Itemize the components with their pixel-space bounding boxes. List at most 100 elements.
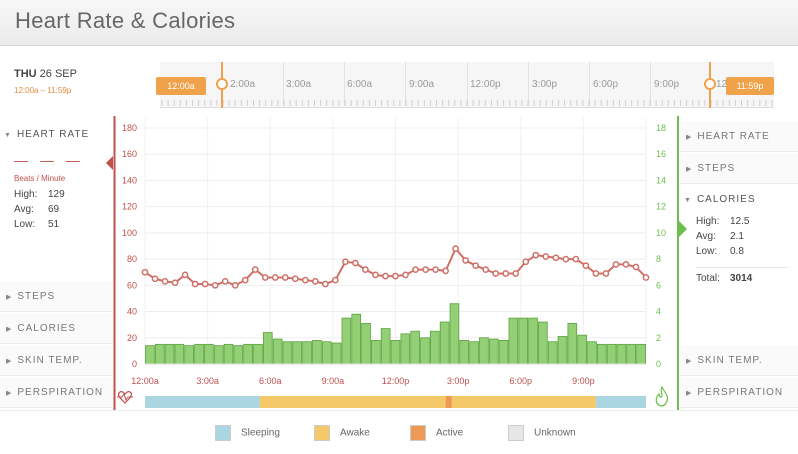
x-tick-label: 3:00p xyxy=(447,376,470,386)
calorie-bar xyxy=(312,339,322,365)
calorie-bar xyxy=(302,341,312,365)
heart-rate-point xyxy=(181,271,189,279)
activity-segment xyxy=(595,396,646,408)
heart-rate-point xyxy=(442,267,449,275)
timeline-label: 6:00p xyxy=(593,79,619,90)
calories-header[interactable]: ▼ CALORIES xyxy=(684,194,756,205)
start-time-handle[interactable]: 12:00a xyxy=(156,77,206,95)
heart-icon xyxy=(117,391,133,404)
left-tick-label: 40 xyxy=(127,307,137,317)
heart-rate-point xyxy=(171,279,179,287)
caret-right-icon: ▶ xyxy=(686,134,693,141)
right-tick-label: 12 xyxy=(656,202,666,212)
heart-rate-point xyxy=(452,245,459,252)
flame-icon xyxy=(655,385,669,407)
heart-rate-point xyxy=(472,262,480,270)
calories-panel: ▼ CALORIES High: 12.5 Avg: 2.1 Low: 0.8 Tota… xyxy=(680,186,798,346)
left-menu-steps[interactable]: ▶ STEPS xyxy=(0,281,113,312)
heart-rate-point xyxy=(372,271,379,279)
left-tick-label: 160 xyxy=(122,149,137,159)
heart-rate-dashes: — — — xyxy=(14,152,84,168)
timeline-grid xyxy=(589,62,590,106)
x-tick-label: 12:00a xyxy=(131,376,159,386)
heart-rate-point xyxy=(512,270,520,277)
heart-rate-point xyxy=(612,261,620,268)
hr-avg-value: 69 xyxy=(48,204,60,215)
timeline-scrubber[interactable]: 2:00a 3:00a 6:00a 9:00a 12:00p 3:00p 6:0… xyxy=(156,62,774,108)
timeline-label: 12:00p xyxy=(470,79,501,90)
calorie-bar xyxy=(449,303,460,365)
calorie-bar xyxy=(223,343,234,365)
heart-rate-point xyxy=(462,257,469,264)
calorie-bar xyxy=(262,332,273,365)
end-marker-knob[interactable] xyxy=(704,78,716,90)
heart-rate-point xyxy=(251,266,259,273)
calorie-bar xyxy=(518,317,529,365)
activity-segment xyxy=(451,396,596,408)
timeline-label: 9:00a xyxy=(409,79,435,90)
heart-rate-point xyxy=(342,258,349,266)
hr-low-value: 51 xyxy=(48,219,60,230)
heart-rate-header[interactable]: ▼ HEART RATE xyxy=(4,129,90,140)
left-menu-calories[interactable]: ▶ CALORIES xyxy=(0,313,113,344)
right-menu-heart-rate[interactable]: ▶ HEART RATE xyxy=(680,121,798,152)
heart-rate-point xyxy=(271,274,279,281)
calorie-bar xyxy=(508,317,519,365)
timeline-grid xyxy=(344,62,345,106)
right-tick-label: 6 xyxy=(656,280,661,290)
calorie-bar xyxy=(459,339,470,365)
heart-rate-panel: ▼ HEART RATE — — — Beats / Minute High: 12… xyxy=(0,122,113,278)
legend-swatch xyxy=(508,425,524,441)
left-tick-label: 100 xyxy=(122,228,137,238)
heart-rate-point xyxy=(592,270,600,277)
activity-segment xyxy=(445,396,452,408)
timeline-grid xyxy=(528,62,529,106)
right-menu-perspiration[interactable]: ▶ PERSPIRATION xyxy=(680,377,798,408)
timeline-grid xyxy=(467,62,468,106)
heart-rate-point xyxy=(492,270,500,277)
hr-pointer xyxy=(106,155,114,171)
legend-swatch xyxy=(314,425,330,441)
time-range: 12:00a – 11:59p xyxy=(14,86,72,95)
left-menu-skin-temp[interactable]: ▶ SKIN TEMP. xyxy=(0,345,113,376)
right-tick-label: 2 xyxy=(656,333,661,343)
end-time-handle[interactable]: 11:59p xyxy=(726,77,774,95)
calorie-bar xyxy=(567,322,578,365)
heart-rate-unit: Beats / Minute xyxy=(14,174,66,183)
legend-swatch xyxy=(215,425,231,441)
left-tick-label: 120 xyxy=(122,202,137,212)
heart-rate-point xyxy=(291,275,299,283)
heart-rate-point xyxy=(412,266,419,273)
right-menu-skin-temp[interactable]: ▶ SKIN TEMP. xyxy=(680,345,798,376)
calorie-bar xyxy=(292,341,303,365)
calorie-bar xyxy=(194,343,204,365)
timeline-ticks xyxy=(161,100,773,106)
legend-sleeping: Sleeping xyxy=(215,425,280,441)
calorie-bar xyxy=(371,339,381,365)
calorie-bar xyxy=(164,343,175,365)
calorie-bar xyxy=(469,341,479,365)
left-menu-perspiration[interactable]: ▶ PERSPIRATION xyxy=(0,377,113,408)
left-tick-label: 180 xyxy=(122,123,137,133)
left-tick-label: 60 xyxy=(127,280,137,290)
calorie-bar xyxy=(213,345,224,365)
caret-down-icon: ▼ xyxy=(684,197,692,204)
heart-rate-point xyxy=(221,278,229,285)
calorie-bar xyxy=(577,334,587,365)
calorie-bar xyxy=(616,343,627,365)
legend-active: Active xyxy=(410,425,463,441)
calorie-bar xyxy=(351,313,362,365)
hr-low-row: Low: 51 xyxy=(14,219,60,230)
heart-rate-point xyxy=(332,276,339,284)
calorie-bar xyxy=(282,341,293,365)
calorie-bar xyxy=(488,338,499,365)
right-menu-steps[interactable]: ▶ STEPS xyxy=(680,153,798,184)
calorie-bar xyxy=(636,343,646,365)
start-marker-knob[interactable] xyxy=(216,78,228,90)
heart-rate-line xyxy=(141,245,650,289)
activity-segment xyxy=(259,396,446,408)
calorie-bar xyxy=(321,341,332,365)
right-tick-label: 8 xyxy=(656,254,661,264)
calorie-bar xyxy=(145,345,155,365)
calorie-bar xyxy=(420,337,430,365)
